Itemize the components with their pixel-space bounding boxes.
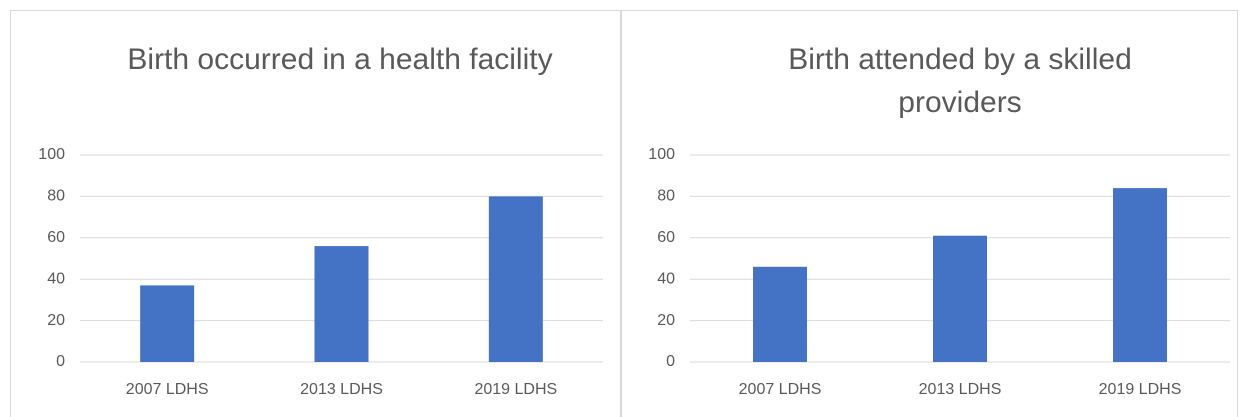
chart-title: Birth occurred in a health facility — [127, 43, 553, 76]
y-tick-label: 100 — [648, 146, 675, 163]
y-tick-label: 60 — [657, 229, 675, 246]
y-tick-label: 20 — [47, 312, 65, 329]
y-tick-label: 40 — [47, 270, 65, 287]
x-tick-label: 2019 LDHS — [1099, 381, 1182, 398]
bar — [933, 235, 987, 362]
x-tick-label: 2019 LDHS — [474, 381, 557, 398]
bar — [1113, 188, 1167, 362]
y-tick-label: 100 — [38, 146, 65, 163]
panel-border — [10, 10, 621, 417]
y-tick-label: 80 — [47, 188, 65, 205]
x-tick-label: 2007 LDHS — [126, 381, 209, 398]
bar — [488, 196, 543, 362]
bar — [314, 246, 369, 362]
chart-title: Birth attended by a skilled providers — [788, 43, 1132, 119]
y-tick-label: 0 — [56, 353, 65, 370]
y-tick-label: 80 — [657, 188, 675, 205]
x-tick-label: 2013 LDHS — [300, 381, 383, 398]
bar — [753, 266, 807, 362]
y-tick-label: 20 — [657, 312, 675, 329]
bar — [140, 285, 195, 362]
panel-border — [621, 10, 1238, 417]
y-tick-label: 0 — [666, 353, 675, 370]
x-tick-label: 2013 LDHS — [919, 381, 1002, 398]
x-tick-label: 2007 LDHS — [739, 381, 822, 398]
y-tick-label: 60 — [47, 229, 65, 246]
y-tick-label: 40 — [657, 270, 675, 287]
